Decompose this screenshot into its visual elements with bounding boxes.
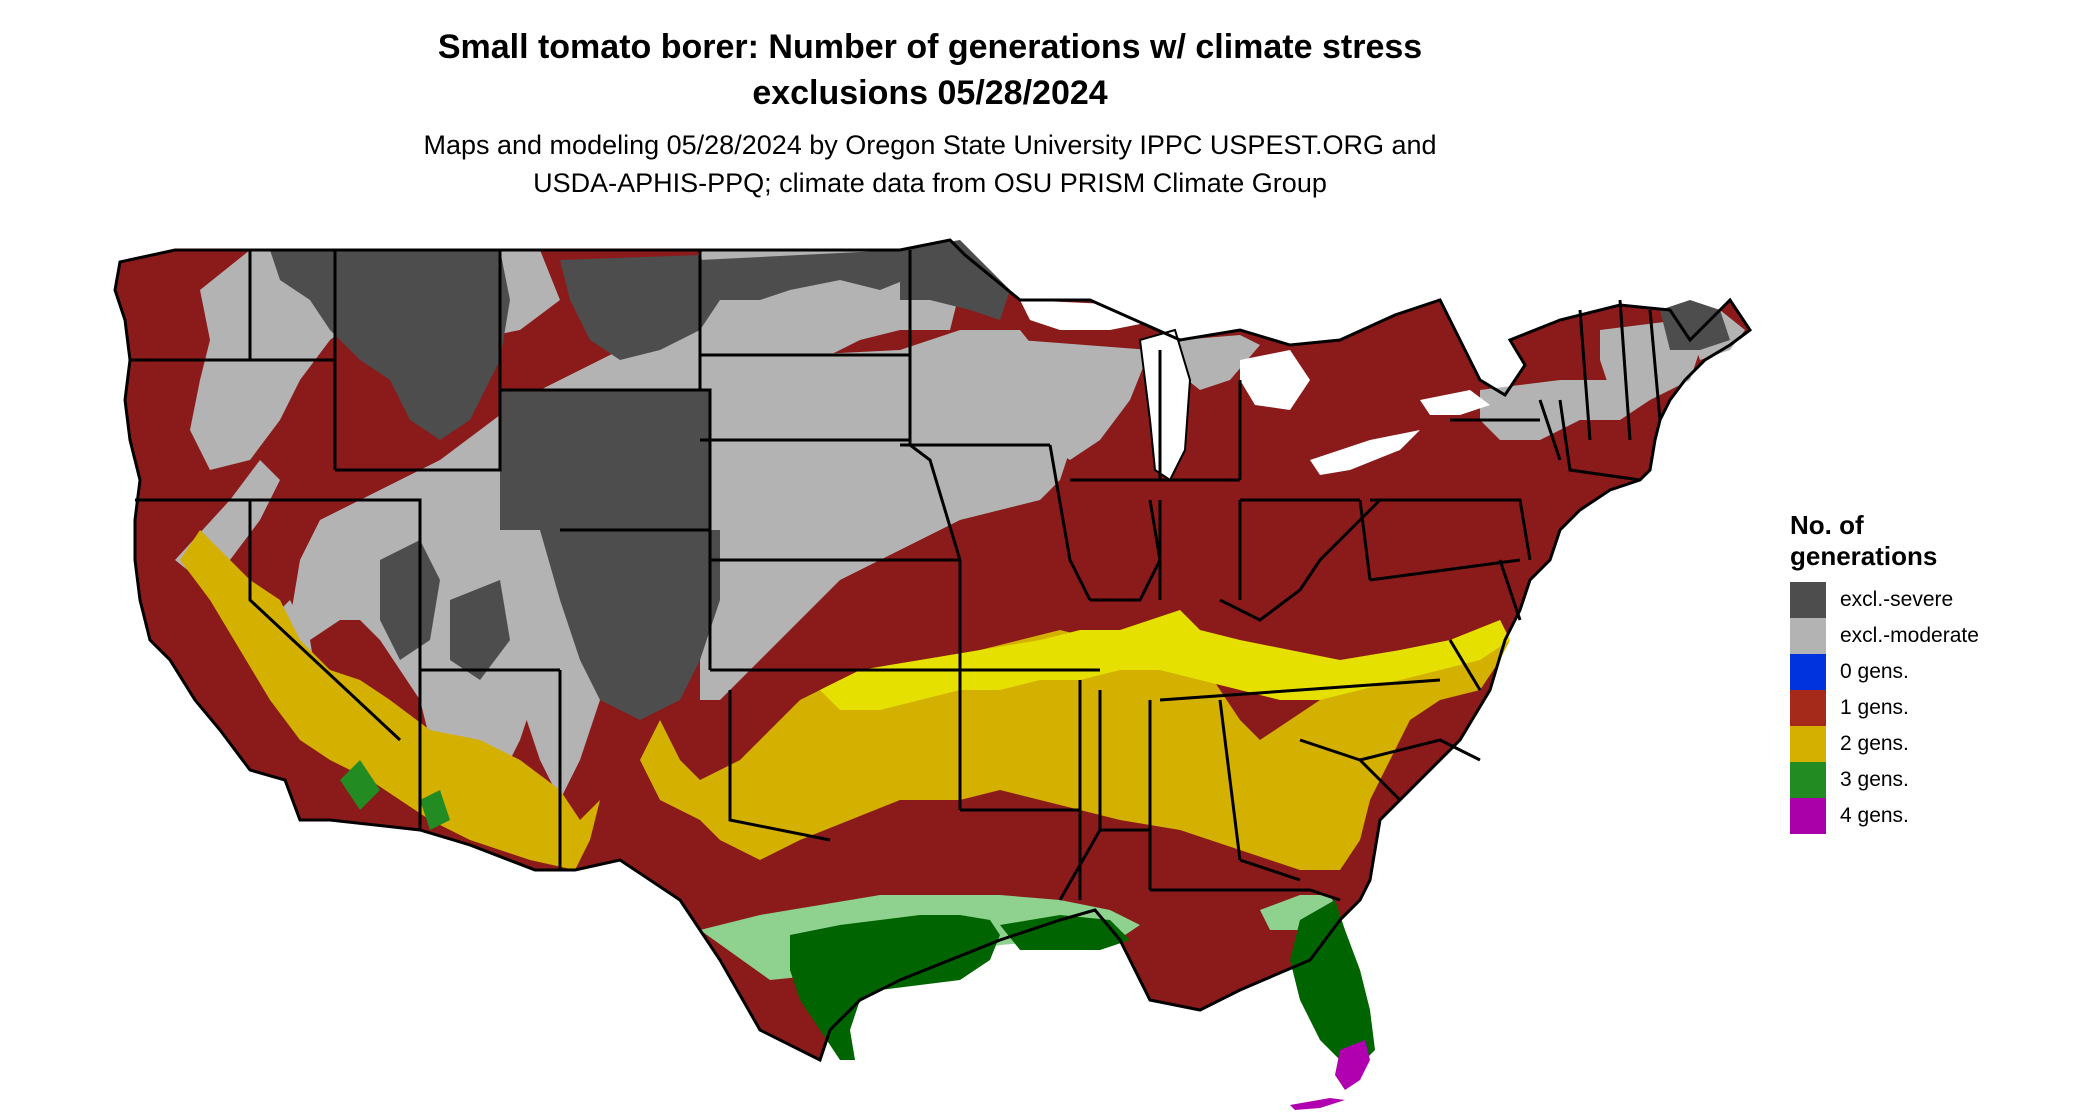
legend-label: 2 gens.: [1840, 732, 1909, 755]
zone-four-gen-keys: [1290, 1098, 1345, 1110]
legend-label: 4 gens.: [1840, 804, 1909, 827]
legend-label: excl.-moderate: [1840, 624, 1979, 647]
legend-swatch: [1790, 690, 1826, 726]
state-borders: [113, 238, 1753, 1063]
map-title-line2: exclusions 05/28/2024: [752, 74, 1108, 112]
legend-items: excl.-severe excl.-moderate 0 gens. 1 gens.…: [1790, 582, 2070, 834]
lake-outlines: [1138, 328, 1192, 482]
legend-item: 4 gens.: [1790, 798, 2070, 834]
legend-item: 3 gens.: [1790, 762, 2070, 798]
map-legend: No. of generations excl.-severe excl.-mod…: [1790, 510, 2070, 834]
map-title-line1: Small tomato borer: Number of generation…: [437, 28, 1423, 66]
legend-swatch: [1790, 582, 1826, 618]
map-subtitle: Maps and modeling 05/28/2024 by Oregon S…: [330, 126, 1530, 202]
legend-item: 0 gens.: [1790, 654, 2070, 690]
legend-label: 0 gens.: [1840, 660, 1909, 683]
legend-swatch: [1790, 654, 1826, 690]
legend-title-line2: generations: [1790, 541, 1938, 571]
zone-excl-severe: [270, 240, 1730, 720]
legend-label: 3 gens.: [1840, 768, 1909, 791]
legend-label: 1 gens.: [1840, 696, 1909, 719]
map-title: Small tomato borer: Number of generation…: [330, 24, 1530, 116]
zone-two-gen-bright: [820, 610, 1510, 710]
legend-swatch: [1790, 726, 1826, 762]
legend-swatch: [1790, 618, 1826, 654]
legend-swatch: [1790, 762, 1826, 798]
legend-label: excl.-severe: [1840, 588, 1954, 611]
map-subtitle-line1: Maps and modeling 05/28/2024 by Oregon S…: [423, 130, 1437, 160]
zone-four-gen: [1335, 1040, 1370, 1090]
legend-item: 2 gens.: [1790, 726, 2070, 762]
legend-title-line1: No. of: [1790, 510, 1864, 540]
legend-swatch: [1790, 798, 1826, 834]
legend-item: 1 gens.: [1790, 690, 2070, 726]
legend-item: excl.-moderate: [1790, 618, 2070, 654]
map-subtitle-line2: USDA-APHIS-PPQ; climate data from OSU PR…: [533, 168, 1327, 198]
legend-item: excl.-severe: [1790, 582, 2070, 618]
zone-three-gen: [340, 760, 1375, 1060]
legend-title: No. of generations: [1790, 510, 2070, 572]
